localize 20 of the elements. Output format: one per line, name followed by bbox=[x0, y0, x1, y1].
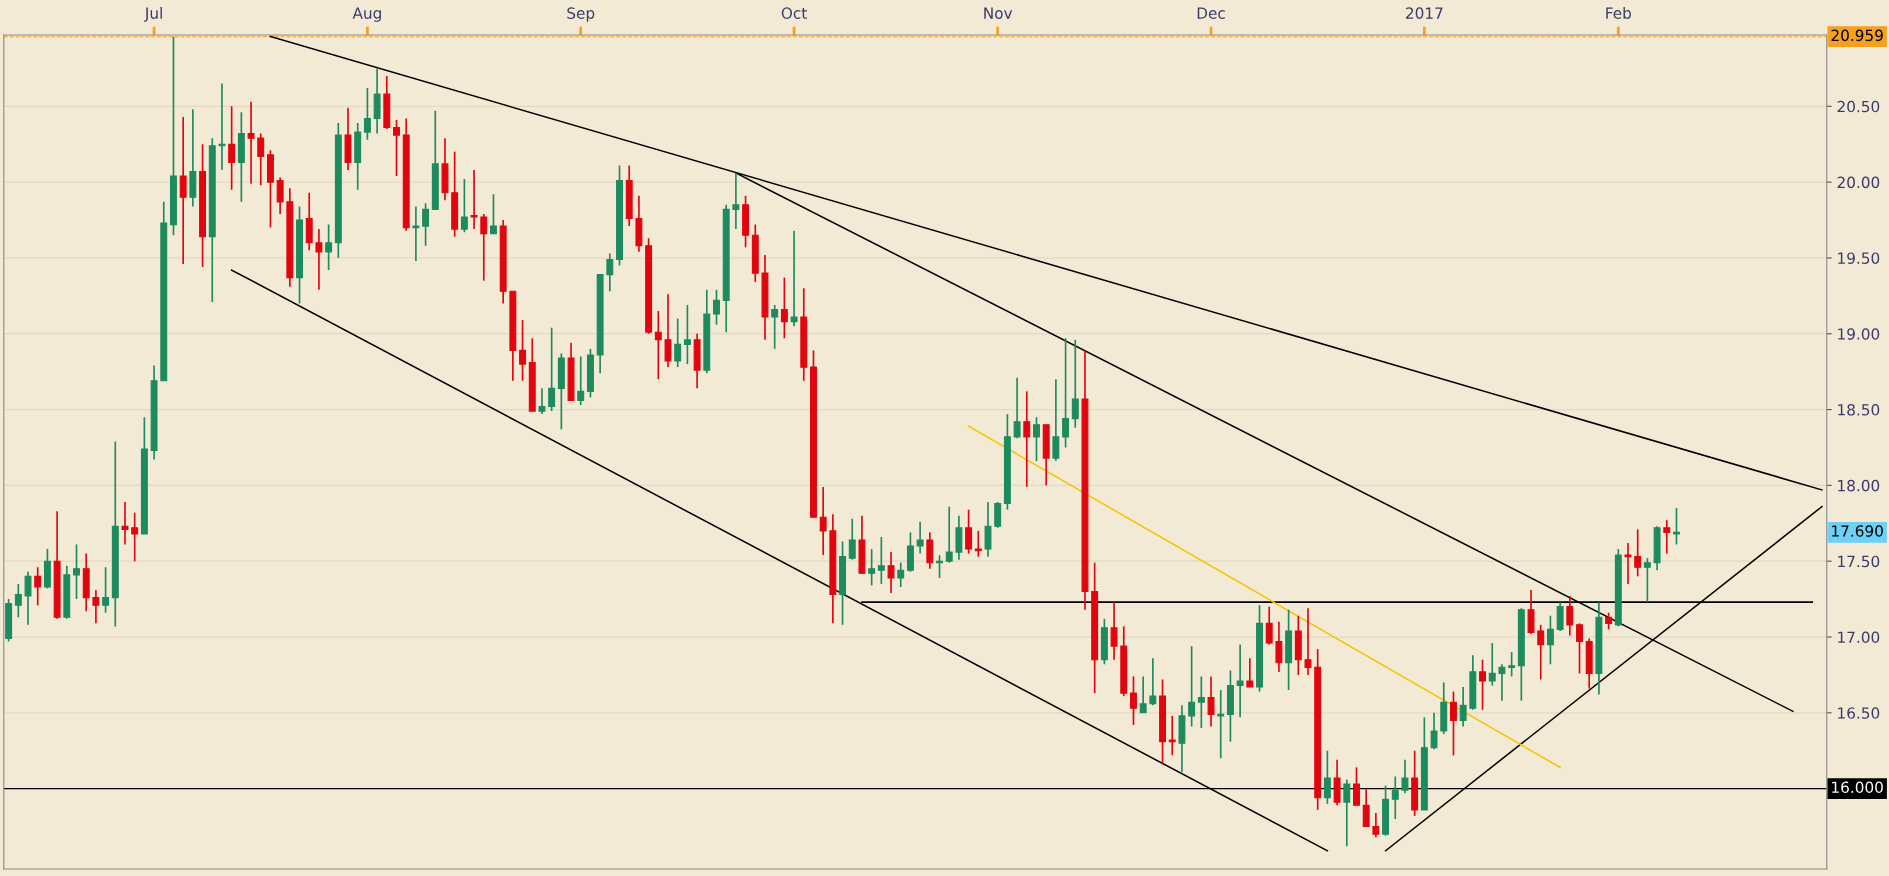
y-tick-label: 16.50 bbox=[1838, 707, 1880, 719]
y-tick-label: 20.50 bbox=[1837, 100, 1880, 113]
y-tick-label: 19.00 bbox=[1838, 328, 1880, 340]
y-tick-label: 19.50 bbox=[1838, 252, 1880, 264]
ref-line-label: 16.000 bbox=[1832, 781, 1883, 794]
y-tick-label: 18.50 bbox=[1838, 404, 1880, 416]
x-tick-label: 2017 bbox=[1406, 7, 1443, 19]
x-tick-label: Nov bbox=[984, 7, 1013, 19]
x-tick-label: Sep bbox=[567, 7, 595, 22]
x-tick-label: Dec bbox=[1197, 7, 1225, 19]
x-tick-label: Jul bbox=[144, 7, 162, 22]
x-tick-label: Feb bbox=[1606, 7, 1631, 19]
y-tick-label: 20.00 bbox=[1837, 176, 1880, 189]
y-tick-label: 17.00 bbox=[1838, 631, 1880, 644]
ref-line-label: 20.959 bbox=[1831, 29, 1883, 42]
y-tick-label: 17.50 bbox=[1838, 555, 1880, 568]
text: 17.690 bbox=[1832, 525, 1883, 537]
x-tick-label: Aug bbox=[352, 7, 381, 22]
x-tick-label: Oct bbox=[781, 7, 807, 19]
y-tick-label: 18.00 bbox=[1838, 479, 1880, 492]
